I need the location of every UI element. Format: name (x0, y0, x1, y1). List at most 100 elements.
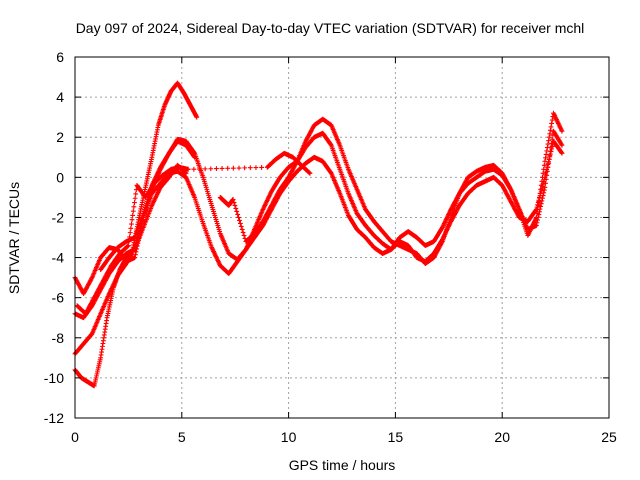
y-tick-label: 2 (56, 129, 64, 145)
data-point (538, 186, 544, 192)
data-point (134, 246, 140, 252)
data-point (237, 218, 242, 223)
data-point (544, 148, 550, 154)
data-point (533, 215, 539, 220)
data-point (549, 136, 555, 142)
data-point (225, 165, 231, 171)
data-point (542, 158, 548, 164)
data-point (544, 145, 550, 150)
data-point (558, 150, 564, 155)
data-point (219, 166, 225, 171)
data-point (544, 172, 550, 178)
data-point (538, 204, 544, 209)
data-point (214, 166, 219, 171)
data-point (535, 202, 540, 208)
data-point (133, 252, 138, 258)
data-point (540, 174, 545, 180)
data-point (328, 141, 334, 147)
data-point (549, 140, 555, 146)
data-point (125, 243, 131, 249)
data-point (259, 165, 264, 170)
data-point (129, 217, 135, 223)
data-point (559, 128, 565, 134)
data-point (197, 166, 202, 172)
x-tick-label: 20 (494, 429, 510, 445)
x-tick-label: 5 (178, 429, 186, 445)
data-point (542, 184, 548, 190)
data-point (208, 166, 214, 172)
y-tick-label: -6 (52, 290, 65, 306)
data-point (543, 176, 549, 182)
data-point (547, 152, 553, 158)
grid-lines (75, 57, 609, 418)
data-point (237, 221, 243, 226)
data-point (536, 199, 542, 204)
chart-title: Day 097 of 2024, Sidereal Day-to-day VTE… (76, 20, 585, 36)
data-point (235, 212, 241, 217)
y-tick-label: -8 (52, 330, 65, 346)
data-point (549, 121, 555, 126)
data-point (547, 131, 553, 137)
data-point (548, 124, 554, 130)
data-point (559, 150, 565, 156)
data-point (127, 230, 133, 236)
x-tick-label: 0 (71, 429, 79, 445)
data-point (234, 209, 240, 214)
series-track-7 (74, 150, 313, 317)
data-point (126, 243, 131, 248)
data-point (242, 165, 248, 171)
data-point (543, 155, 548, 161)
data-point (238, 224, 244, 229)
y-axis-label: SDTVAR / TECUs (6, 182, 22, 294)
x-tick-label: 25 (601, 429, 617, 445)
data-point (131, 204, 137, 210)
data-point (241, 233, 247, 238)
data-point (133, 249, 139, 255)
y-tick-label: -4 (52, 250, 65, 266)
data-point (134, 243, 140, 249)
data-point (127, 234, 133, 240)
data-point (135, 240, 141, 246)
data-point (230, 196, 236, 202)
y-tick-labels: -12 -10 -8 -6 -4 -2 0 2 4 6 (44, 49, 64, 426)
data-point (126, 238, 132, 244)
data-point (541, 162, 547, 168)
axis-ticks (74, 56, 610, 419)
data-point (236, 165, 242, 171)
data-point (540, 170, 546, 176)
data-point (541, 187, 547, 193)
series-track-6 (217, 110, 565, 266)
data-point (544, 168, 550, 174)
data-point (137, 229, 143, 235)
y-tick-label: -10 (44, 370, 64, 386)
y-tick-label: -2 (52, 209, 65, 225)
data-point (137, 232, 143, 238)
data-point (202, 166, 208, 172)
data-point (183, 170, 189, 176)
data-point (233, 206, 239, 211)
data-point (132, 200, 137, 205)
data-point (549, 117, 555, 123)
data-point (130, 208, 136, 214)
data-point (191, 150, 197, 155)
y-tick-label: 0 (56, 169, 64, 185)
x-tick-labels: 0 5 10 15 20 25 (71, 429, 617, 445)
data-point (541, 190, 547, 196)
data-point (535, 203, 541, 208)
data-point (540, 193, 546, 198)
data-point (132, 195, 138, 201)
data-point (194, 114, 200, 120)
data-point (253, 165, 259, 170)
data-point (537, 190, 543, 196)
data-point (543, 152, 549, 157)
data-point (558, 141, 564, 147)
data-point (548, 127, 553, 133)
data-point (534, 211, 540, 216)
data-point (559, 142, 565, 148)
data-point (546, 138, 551, 144)
data-point (136, 237, 141, 243)
data-point (546, 134, 552, 140)
data-point (236, 215, 241, 220)
data-point (306, 170, 312, 176)
series-track-5 (98, 128, 565, 272)
